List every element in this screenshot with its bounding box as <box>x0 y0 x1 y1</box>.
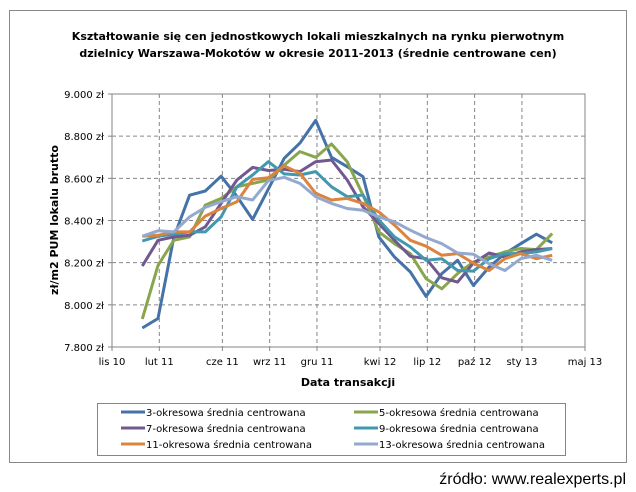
legend-label-1: 3-okresowa średnia centrowana <box>146 407 306 419</box>
chart-title-line-2: dzielnicy Warszawa-Mokotów w okresie 201… <box>79 47 556 60</box>
grid <box>112 94 585 347</box>
x-tick-label: sty 13 <box>506 357 537 368</box>
x-tick-label: maj 13 <box>568 357 603 368</box>
x-tick-label: cze 11 <box>206 357 239 368</box>
y-tick-label: 8.200 zł <box>64 259 104 270</box>
y-axis-title: zł/m2 PUM lokalu brutto <box>48 145 61 295</box>
series-line-2 <box>140 142 554 320</box>
source-note: źródło: www.realexperts.pl <box>439 471 626 488</box>
x-axis-title: Data transakcji <box>301 376 395 389</box>
legend-label-3: 7-okresowa średnia centrowana <box>146 423 306 435</box>
series-line-5 <box>142 164 553 272</box>
series-line-3 <box>141 158 553 284</box>
chart-title-line-1: Kształtowanie się cen jednostkowych loka… <box>72 30 564 43</box>
legend-label-4: 9-okresowa średnia centrowana <box>379 423 539 435</box>
y-tick-label: 8.000 zł <box>64 301 104 312</box>
legend-label-5: 11-okresowa średnia centrowana <box>146 439 312 451</box>
x-tick-label: paź 12 <box>458 356 492 368</box>
legend-label-2: 5-okresowa średnia centrowana <box>379 407 539 419</box>
x-tick-label: kwi 12 <box>364 357 397 368</box>
x-tick-label: lut 11 <box>145 357 174 368</box>
series-line-4 <box>141 160 553 273</box>
y-tick-label: 7.800 zł <box>64 343 104 354</box>
y-tick-label: 8.400 zł <box>64 217 104 228</box>
x-axis: lis 10 lut 11 cze 11 wrz 11 gru 11 kwi 12 lip … <box>99 347 603 368</box>
y-tick-label: 9.000 zł <box>64 90 104 101</box>
y-tick-label: 8.800 zł <box>64 132 104 143</box>
x-tick-label: lis 10 <box>99 357 126 368</box>
x-tick-label: lip 12 <box>413 357 441 368</box>
legend: 3-okresowa średnia centrowana 5-okresowa … <box>121 407 545 451</box>
series-line-6 <box>141 175 553 272</box>
x-tick-label: gru 11 <box>301 357 334 368</box>
y-tick-label: 8.600 zł <box>64 174 104 185</box>
series-line-1 <box>141 118 553 330</box>
y-axis: 7.800 zł 8.000 zł 8.200 zł 8.400 zł 8.600 zł… <box>64 90 112 354</box>
x-tick-label: wrz 11 <box>253 357 286 368</box>
series-lines <box>140 118 554 330</box>
legend-box <box>97 403 566 456</box>
legend-label-6: 13-okresowa średnia centrowana <box>379 439 545 451</box>
